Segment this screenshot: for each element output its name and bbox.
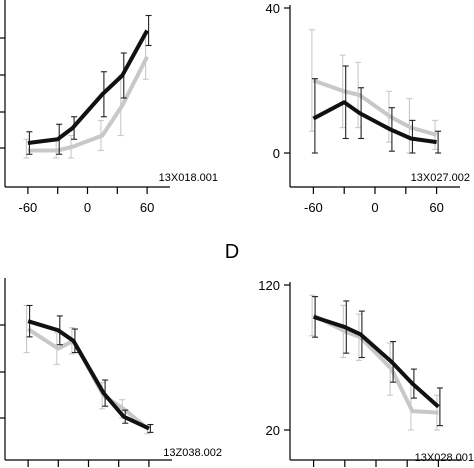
series-line-gray xyxy=(27,55,149,153)
series-line-black xyxy=(27,29,149,145)
series-line-gray xyxy=(312,313,439,415)
series-line-black xyxy=(312,314,440,409)
cell-id-label: 13X018.001 xyxy=(159,172,218,184)
panel-letter-d: D xyxy=(225,241,239,263)
series-line-black xyxy=(312,100,437,145)
x-tick-label: 0 xyxy=(84,200,91,215)
series-line-gray xyxy=(27,327,151,432)
x-tick-label: 0 xyxy=(371,200,378,215)
y-tick-label: 120 xyxy=(258,278,280,293)
x-tick-label: 60 xyxy=(429,200,443,215)
cell-id-label: 13Z038.002 xyxy=(163,447,222,459)
series-line-black xyxy=(27,319,150,431)
x-tick-label: 60 xyxy=(140,200,154,215)
x-tick-label: -60 xyxy=(19,200,38,215)
y-tick-label: 0 xyxy=(273,146,280,161)
y-tick-label: 40 xyxy=(266,1,280,16)
series-line-gray xyxy=(312,78,438,137)
x-tick-label: -60 xyxy=(304,200,323,215)
cell-id-label: 13X028.001 xyxy=(415,452,474,464)
cell-id-label: 13X027.002 xyxy=(411,172,470,184)
y-tick-label: 20 xyxy=(266,423,280,438)
